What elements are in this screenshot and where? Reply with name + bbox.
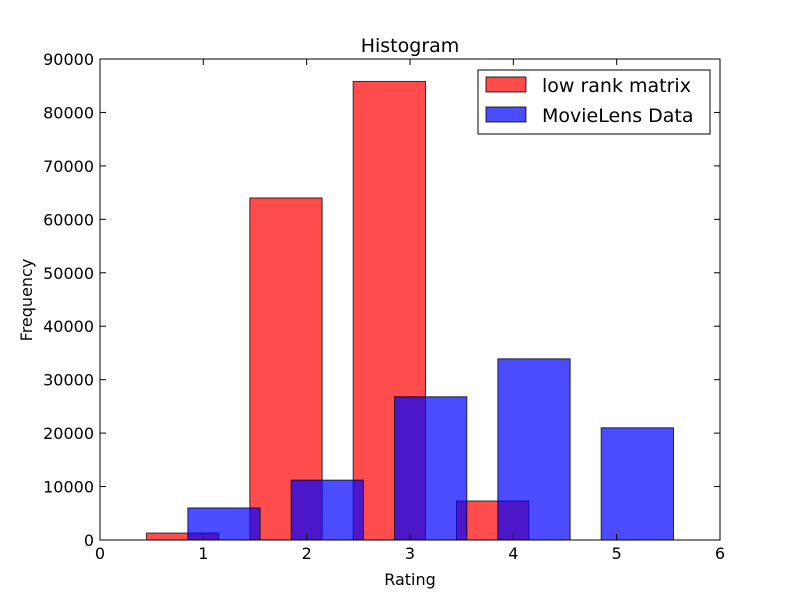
x-tick-label: 2 <box>302 544 312 563</box>
x-tick-label: 3 <box>405 544 415 563</box>
ticks-layer: 0 1 2 3 4 5 6 0 10000 20000 30000 40000 50000 60000 70… <box>43 50 725 563</box>
y-tick-label: 90000 <box>43 50 94 69</box>
y-axis-label: Frequency <box>17 259 36 342</box>
y-tick-label: 20000 <box>43 424 94 443</box>
legend: low rank matrix MovieLens Data <box>477 69 711 135</box>
y-tick-label: 70000 <box>43 157 94 176</box>
y-tick-label: 30000 <box>43 371 94 390</box>
x-tick-label: 0 <box>95 544 105 563</box>
bar-movielens-data-4 <box>497 358 571 541</box>
bar-movielens-data-3 <box>394 396 468 541</box>
y-tick-label: 0 <box>84 531 94 550</box>
bar-movielens-data-1 <box>187 507 261 541</box>
legend-label-movielens-data: MovieLens Data <box>542 105 694 127</box>
y-tick-label: 40000 <box>43 317 94 336</box>
x-axis-label: Rating <box>384 570 436 589</box>
chart-title: Histogram <box>361 35 460 57</box>
y-tick-label: 60000 <box>43 210 94 229</box>
x-tick-label: 6 <box>715 544 725 563</box>
plot-frame <box>99 58 721 541</box>
legend-swatch-low-rank-matrix <box>485 76 527 93</box>
legend-swatch-movielens-data <box>485 106 527 123</box>
x-tick-label: 5 <box>612 544 622 563</box>
x-tick-label: 1 <box>198 544 208 563</box>
y-tick-label: 10000 <box>43 478 94 497</box>
y-tick-label: 50000 <box>43 264 94 283</box>
bar-movielens-data-5 <box>600 427 675 541</box>
y-tick-label: 80000 <box>43 103 94 122</box>
bar-movielens-data-2 <box>290 479 364 541</box>
x-tick-label: 4 <box>508 544 518 563</box>
bars-layer <box>146 80 675 541</box>
legend-label-low-rank-matrix: low rank matrix <box>542 75 691 97</box>
